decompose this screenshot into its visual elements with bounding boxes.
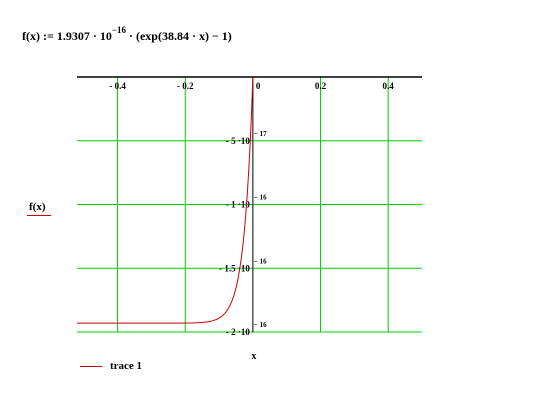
- y-tick-label: - 2 ·10: [226, 327, 250, 337]
- legend-trace-label[interactable]: trace 1: [110, 360, 143, 372]
- y-axis-label-trace-swatch: [27, 215, 51, 216]
- x-tick-label: 0.2: [315, 81, 327, 91]
- y-tick-label-exponent: − 16: [254, 321, 267, 329]
- x-tick-label: 0.4: [383, 81, 395, 91]
- formula-definition[interactable]: f(x) := 1.9307 · 10−16 · (exp(38.84 · x)…: [22, 25, 232, 44]
- trace-1-line[interactable]: [77, 76, 254, 324]
- y-tick-label: - 1 ·10: [226, 200, 250, 210]
- y-tick-label-exponent: − 17: [254, 130, 267, 138]
- y-tick-label: - 5 ·10: [226, 136, 250, 146]
- x-tick-label: 0: [256, 81, 261, 91]
- formula-prefix: f(x) := 1.9307 · 10: [22, 29, 112, 43]
- formula-suffix: · (exp(38.84 · x) − 1): [125, 29, 232, 43]
- y-axis-label[interactable]: f(x): [29, 201, 46, 213]
- formula-exponent: −16: [111, 25, 126, 35]
- x-tick-label: - 0.4: [109, 81, 126, 91]
- y-tick-label-exponent: − 16: [254, 257, 267, 265]
- legend-trace-swatch: [80, 366, 102, 367]
- x-tick-label: - 0.2: [177, 81, 194, 91]
- y-tick-label-exponent: − 16: [254, 194, 267, 202]
- x-axis-label[interactable]: x: [251, 351, 256, 362]
- y-tick-label: - 1.5 ·10: [219, 263, 250, 273]
